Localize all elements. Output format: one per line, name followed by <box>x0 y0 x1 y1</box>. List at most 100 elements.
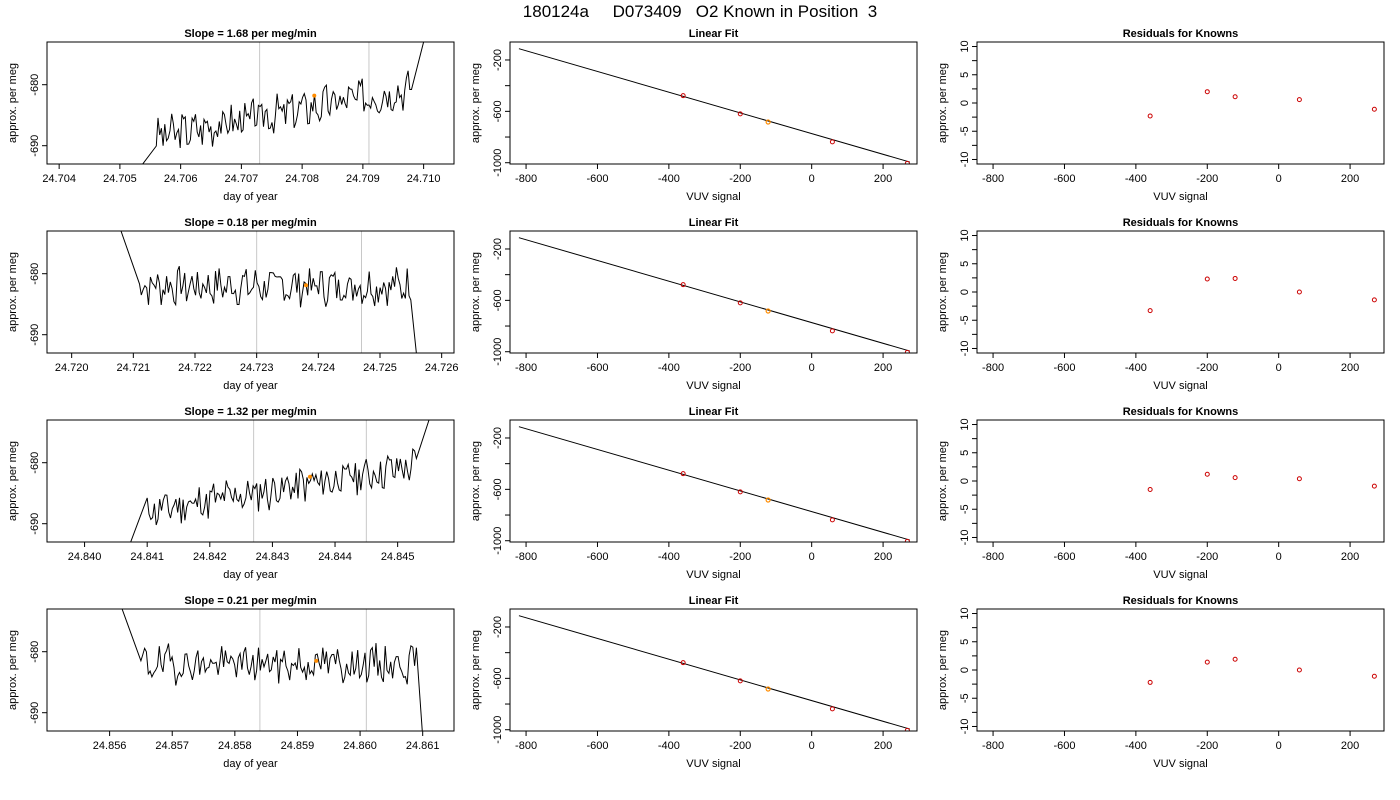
x-tick-label: 24.722 <box>178 362 212 374</box>
time-series-line <box>121 609 423 731</box>
y-tick-label: -690 <box>29 135 41 157</box>
y-tick-label: -5 <box>959 126 971 136</box>
x-tick-label: -600 <box>1053 551 1075 563</box>
plot-frame <box>46 230 455 354</box>
y-tick-label: -200 <box>492 238 504 260</box>
x-tick-label: 0 <box>1276 740 1282 752</box>
panel-title: Linear Fit <box>689 28 739 40</box>
y-tick-label: -200 <box>492 427 504 449</box>
y-tick-label: 10 <box>959 40 971 52</box>
x-tick-label: -400 <box>1125 740 1147 752</box>
plot-area <box>130 420 430 542</box>
y-tick-label: -200 <box>492 49 504 71</box>
plot-frame <box>46 419 455 543</box>
y-axis-label: approx. per meg <box>470 441 482 521</box>
y-tick-label: -5 <box>959 504 971 514</box>
panel-title: Residuals for Knowns <box>1123 28 1239 40</box>
panel-title: Slope = 0.18 per meg/min <box>184 217 317 229</box>
panel-title: Slope = 1.68 per meg/min <box>184 28 317 40</box>
plot-frame <box>46 41 455 165</box>
x-axis-label: VUV signal <box>1153 569 1207 581</box>
x-tick-label: -400 <box>1125 551 1147 563</box>
y-tick-label: 5 <box>959 450 971 456</box>
y-tick-label: -1000 <box>492 149 504 177</box>
x-tick-label: -600 <box>586 362 608 374</box>
plot-frame <box>509 419 918 543</box>
panel-title: Linear Fit <box>689 406 739 418</box>
known-point <box>904 538 910 542</box>
y-tick-label: -1000 <box>492 338 504 366</box>
known-point <box>904 349 910 353</box>
x-axis-label: day of year <box>223 569 278 581</box>
known-point <box>680 471 686 477</box>
x-tick-label: 200 <box>874 740 892 752</box>
known-point <box>680 93 686 99</box>
x-tick-label: 200 <box>874 173 892 185</box>
x-tick-label: -200 <box>1196 173 1218 185</box>
residual-point <box>1204 659 1210 665</box>
residual-point <box>1147 679 1153 685</box>
y-axis-label: approx. per meg <box>470 63 482 143</box>
x-tick-label: -200 <box>729 740 751 752</box>
plot-area <box>142 42 425 164</box>
x-tick-label: -800 <box>515 173 537 185</box>
highlight-point <box>312 93 317 98</box>
highlight-point <box>304 283 308 288</box>
x-tick-label: -600 <box>586 551 608 563</box>
x-axis-label: day of year <box>223 758 278 770</box>
panel-title: Residuals for Knowns <box>1123 406 1239 418</box>
plot-frame <box>46 608 455 732</box>
x-tick-label: 24.710 <box>407 173 441 185</box>
x-axis-label: VUV signal <box>686 569 740 581</box>
x-tick-label: 24.857 <box>155 740 189 752</box>
residual-point <box>1147 486 1153 492</box>
x-tick-label: 24.708 <box>285 173 319 185</box>
panel-linear-fit-row2: Linear Fit -800 -600 -400 -200 0 200 -200 -600 -1… <box>470 217 918 392</box>
x-tick-label: 0 <box>1276 362 1282 374</box>
x-tick-label: 24.841 <box>130 551 164 563</box>
x-tick-label: -400 <box>658 551 680 563</box>
y-axis-label: approx. per meg <box>937 630 949 710</box>
x-tick-label: 200 <box>874 551 892 563</box>
x-tick-label: 24.707 <box>225 173 259 185</box>
x-axis-label: VUV signal <box>1153 380 1207 392</box>
x-tick-label: -800 <box>982 362 1004 374</box>
y-tick-label: -690 <box>29 513 41 535</box>
x-axis-label: VUV signal <box>686 191 740 203</box>
y-tick-label: 10 <box>959 229 971 241</box>
plot-frame <box>509 230 918 354</box>
x-tick-label: -800 <box>982 173 1004 185</box>
residual-point <box>1371 106 1377 112</box>
y-tick-label: -600 <box>492 100 504 122</box>
plot-area <box>1147 89 1377 119</box>
fit-line <box>518 426 910 541</box>
panel-title: Slope = 0.21 per meg/min <box>184 595 317 607</box>
x-tick-label: 24.725 <box>363 362 397 374</box>
residual-point <box>1371 483 1377 489</box>
x-axis-label: day of year <box>223 191 278 203</box>
y-tick-label: -10 <box>959 530 971 546</box>
x-tick-label: -600 <box>586 740 608 752</box>
known-point <box>680 282 686 288</box>
x-tick-label: 24.726 <box>425 362 459 374</box>
x-axis-label: VUV signal <box>686 758 740 770</box>
x-tick-label: 0 <box>809 173 815 185</box>
x-tick-label: -200 <box>729 362 751 374</box>
x-axis-label: VUV signal <box>1153 191 1207 203</box>
x-tick-label: 24.721 <box>117 362 151 374</box>
x-tick-label: -200 <box>729 551 751 563</box>
residual-point <box>1204 471 1210 477</box>
x-axis-label: day of year <box>223 380 278 392</box>
x-tick-label: 200 <box>1341 173 1359 185</box>
x-tick-label: 24.709 <box>346 173 380 185</box>
y-tick-label: -1000 <box>492 716 504 744</box>
x-tick-label: -600 <box>1053 173 1075 185</box>
x-tick-label: 24.840 <box>68 551 102 563</box>
y-axis-label: approx. per meg <box>937 441 949 521</box>
x-tick-label: 200 <box>874 362 892 374</box>
time-series-line <box>120 231 417 353</box>
plot-frame <box>976 230 1385 354</box>
plot-area <box>518 237 910 353</box>
x-tick-label: 200 <box>1341 740 1359 752</box>
